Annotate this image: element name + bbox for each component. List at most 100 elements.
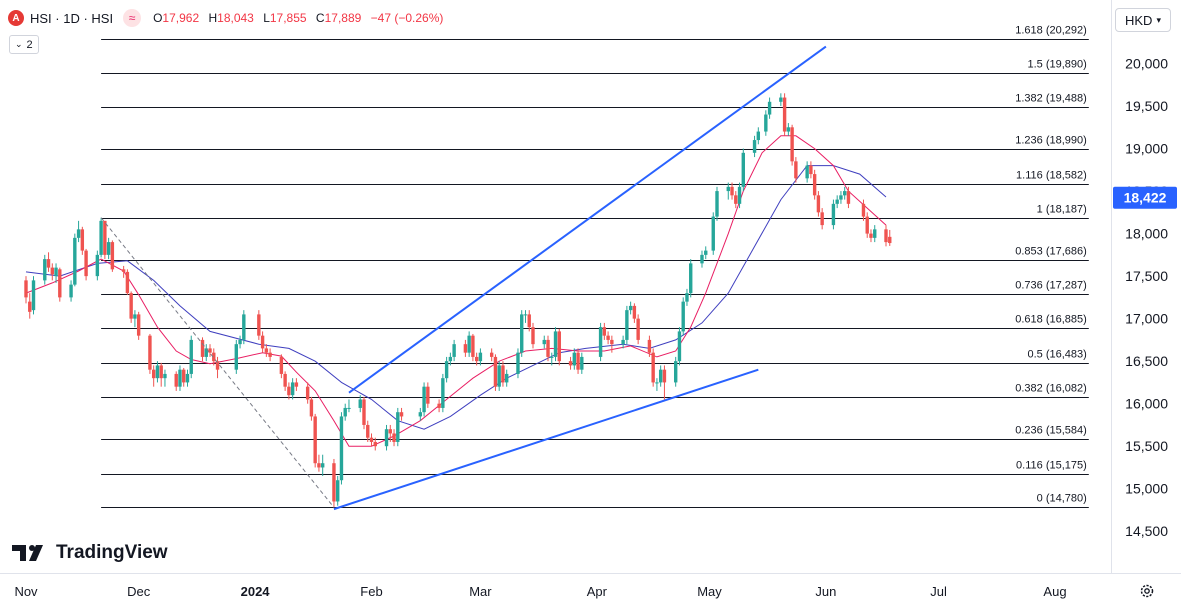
candle-body [28, 301, 32, 312]
candle-body [831, 203, 836, 226]
candle-body [580, 356, 584, 370]
time-tick-label: 2024 [241, 584, 271, 599]
candle-body [317, 463, 321, 468]
candle-body [99, 220, 103, 255]
candle-body [752, 140, 757, 153]
candle-body [69, 284, 73, 298]
fib-level-label: 1 (18,187) [1037, 204, 1087, 216]
time-tick-label: Apr [587, 584, 608, 599]
candle-body [794, 161, 798, 179]
candle-body [290, 382, 295, 396]
candle-body [283, 373, 287, 387]
candle-body [189, 339, 193, 374]
candle-body [305, 386, 310, 400]
candle-body [347, 407, 351, 409]
compare-icon[interactable]: ≈ [123, 9, 142, 27]
candle-body [388, 429, 392, 434]
fib-level-label: 0.618 (16,885) [1015, 314, 1087, 326]
candle-body [46, 259, 51, 268]
time-tick-label: Jul [930, 584, 947, 599]
candle-body [628, 305, 633, 311]
candle-body [888, 236, 892, 244]
candle-body [287, 386, 291, 396]
candle-body [163, 373, 167, 379]
candle-body [621, 339, 625, 345]
candle-body [320, 463, 325, 468]
candle-body [625, 310, 629, 340]
candle-body [366, 424, 370, 438]
candle-body [786, 127, 791, 132]
candle-body [869, 233, 873, 238]
candle-body [805, 165, 809, 179]
candle-body [200, 339, 205, 357]
candle-body [136, 314, 141, 336]
time-tick-label: Dec [127, 584, 151, 599]
low-value: 17,855 [269, 11, 307, 25]
currency-button[interactable]: HKD ▾ [1115, 8, 1171, 32]
candle-body [31, 280, 36, 311]
candle-body [602, 327, 607, 336]
chevron-down-icon: ▾ [1156, 14, 1161, 25]
close-value: 17,889 [324, 11, 362, 25]
candle-body [106, 242, 111, 255]
time-tick-label: Aug [1043, 584, 1066, 599]
candle-body [463, 344, 468, 353]
candle-body [557, 331, 561, 362]
candle-body [313, 416, 317, 464]
candle-body [767, 101, 772, 115]
candle-body [279, 356, 284, 374]
candle-body [174, 373, 178, 387]
candle-body [242, 314, 246, 340]
candle-body [73, 237, 77, 285]
candle-body [658, 369, 663, 383]
candle-body [689, 263, 693, 294]
candle-body [734, 195, 738, 204]
settings-button[interactable] [1138, 582, 1156, 600]
low-label: L [263, 11, 270, 25]
last-price-label: 18,422 [1124, 190, 1167, 206]
candle-body [598, 327, 603, 357]
candle-body [576, 352, 580, 370]
candle-body [125, 271, 130, 294]
lower-channel-line [333, 368, 759, 511]
candle-body [384, 429, 389, 447]
ma-fast-line [25, 135, 887, 447]
price-tick-label: 15,000 [1125, 481, 1168, 497]
candle-body [437, 403, 441, 408]
candle-body [95, 254, 100, 277]
candle-body [441, 378, 445, 408]
price-tick-label: 16,000 [1125, 396, 1168, 412]
tradingview-watermark[interactable]: TradingView [12, 542, 168, 564]
candle-body [80, 229, 85, 251]
price-tick-label: 19,000 [1125, 141, 1168, 157]
indicators-toggle-button[interactable]: ⌄ 2 [9, 35, 39, 54]
candle-body [865, 216, 869, 234]
symbol-title[interactable]: HSI · 1D · HSI [30, 10, 114, 26]
candle-body [43, 259, 47, 281]
open-value: 17,962 [162, 11, 200, 25]
candle-body [474, 356, 479, 362]
candle-body [50, 267, 54, 275]
price-tick-label: 18,000 [1125, 226, 1168, 242]
candle-body [212, 352, 216, 362]
fib-level-label: 1.116 (18,582) [1016, 170, 1087, 182]
candle-body [493, 356, 498, 387]
candle-body [726, 186, 730, 192]
high-label: H [208, 11, 218, 25]
candle-body [54, 267, 58, 277]
candle-body [121, 269, 126, 272]
chart-legend: A HSI · 1D · HSI ≈ O17,962 H18,043 L17,8… [8, 8, 443, 28]
candle-body [523, 314, 528, 316]
change-value: −47 (−0.26%) [370, 11, 444, 25]
price-tick-label: 17,500 [1125, 268, 1168, 284]
price-tick-label: 19,500 [1125, 98, 1168, 114]
candle-body [816, 195, 821, 213]
candle-body [632, 305, 637, 319]
candle-body [531, 327, 535, 345]
candle-body [489, 352, 494, 357]
candle-body [873, 229, 877, 238]
candle-body [820, 212, 824, 226]
candle-body [260, 335, 265, 349]
candle-body [362, 399, 366, 425]
